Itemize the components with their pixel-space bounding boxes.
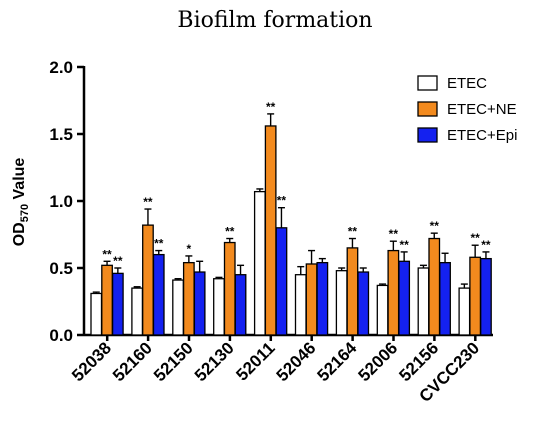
bar bbox=[376, 284, 389, 336]
significance-label: ** bbox=[154, 237, 164, 251]
significance-label: ** bbox=[277, 194, 287, 208]
bar bbox=[275, 227, 288, 336]
legend-swatch bbox=[417, 75, 438, 91]
x-tick-label: 52130 bbox=[191, 338, 238, 385]
x-tick-label: 52150 bbox=[150, 338, 197, 385]
y-axis-label-subscript: 570 bbox=[19, 204, 31, 222]
bar bbox=[234, 274, 247, 336]
significance-label: ** bbox=[470, 231, 480, 245]
y-tick-label: 0.5 bbox=[49, 259, 73, 278]
significance-label: ** bbox=[399, 238, 409, 252]
y-tick-label: 1.0 bbox=[49, 192, 73, 211]
bar bbox=[480, 257, 492, 336]
x-tick-label: 52164 bbox=[314, 338, 361, 385]
legend-label: ETEC+Epi bbox=[447, 127, 517, 144]
bar bbox=[152, 253, 165, 336]
bar bbox=[439, 261, 451, 336]
legend-swatch bbox=[417, 127, 438, 143]
y-axis-label-rest: Value bbox=[11, 158, 28, 204]
legend: ETEC ETEC+NE ETEC+Epi bbox=[417, 75, 517, 144]
bar bbox=[469, 256, 482, 336]
bar bbox=[90, 292, 103, 336]
y-tick-label: 2.0 bbox=[49, 58, 73, 77]
bar bbox=[131, 287, 144, 336]
x-tick-label: 52046 bbox=[273, 338, 320, 385]
bar bbox=[305, 263, 318, 336]
bar bbox=[387, 249, 400, 336]
y-tick-label: 0.0 bbox=[49, 326, 73, 345]
bar bbox=[417, 267, 430, 336]
significance-label: ** bbox=[348, 225, 358, 239]
legend-swatch bbox=[417, 101, 438, 117]
bar bbox=[182, 261, 195, 336]
bar bbox=[223, 241, 236, 336]
x-tick-label: 52011 bbox=[232, 338, 278, 384]
bar bbox=[335, 270, 348, 336]
bar bbox=[428, 237, 441, 336]
bar bbox=[213, 278, 225, 336]
bar bbox=[172, 279, 184, 336]
significance-label: ** bbox=[102, 247, 112, 261]
bar bbox=[357, 271, 370, 336]
significance-label: ** bbox=[266, 100, 276, 114]
y-tick-label: 1.5 bbox=[49, 125, 73, 144]
significance-label: ** bbox=[430, 219, 440, 233]
significance-label: ** bbox=[143, 195, 153, 209]
bar bbox=[111, 272, 124, 336]
bar bbox=[398, 260, 411, 336]
significance-label: * bbox=[187, 242, 192, 256]
bar bbox=[316, 261, 329, 336]
legend-label: ETEC+NE bbox=[447, 101, 517, 118]
bar bbox=[101, 264, 113, 336]
x-tick-label: 52006 bbox=[354, 338, 401, 385]
y-axis-label-main: OD bbox=[11, 222, 28, 246]
chart-title: Biofilm formation bbox=[177, 8, 372, 33]
significance-label: ** bbox=[389, 227, 399, 241]
significance-label: ** bbox=[481, 238, 491, 252]
y-axis-label: OD570 Value bbox=[11, 158, 31, 247]
significance-label: ** bbox=[113, 254, 123, 268]
x-tick-label: 52160 bbox=[109, 338, 156, 385]
bar bbox=[346, 247, 359, 336]
bar bbox=[142, 224, 154, 336]
bar bbox=[458, 287, 471, 336]
bar bbox=[294, 274, 307, 336]
x-tick-label: 52038 bbox=[68, 338, 115, 385]
legend-label: ETEC bbox=[447, 75, 487, 92]
bar bbox=[253, 190, 266, 336]
bar bbox=[264, 125, 277, 336]
bar bbox=[193, 271, 206, 336]
significance-label: ** bbox=[225, 225, 235, 239]
